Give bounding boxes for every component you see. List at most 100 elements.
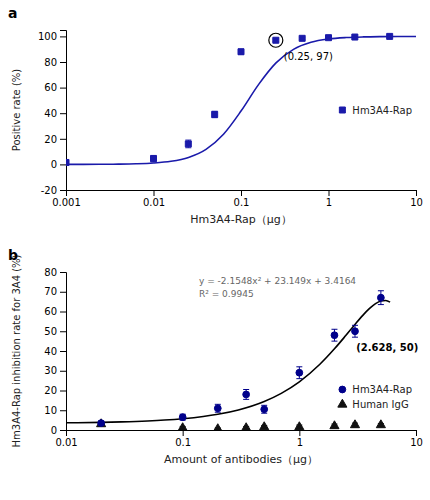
x-tick-label: 0.001 [52,197,81,208]
plot-area [66,291,390,430]
error-bar [378,291,384,305]
point [299,35,305,41]
y-axis: -20020406080100 [38,31,67,196]
error-bar [238,49,244,54]
point [97,419,106,427]
annotation-note: y = -2.1548x² + 23.149x + 3.4164 [199,276,356,286]
error-bar [261,405,267,413]
y-tick: 70 [44,286,66,297]
x-tick-mark [416,190,417,196]
y-tick-mark [60,430,66,431]
x-axis-line [67,191,417,197]
fit-line [66,301,390,423]
x-tick: 1 [297,430,303,448]
error-bar [151,155,157,161]
x-tick-label: 10 [410,197,423,208]
x-axis-line [67,431,417,437]
x-tick-label: 0.01 [55,437,77,448]
y-tick: 30 [44,365,66,376]
y-tick-label: 10 [44,405,57,416]
point [185,141,191,147]
y-tick-label: 100 [38,31,57,42]
y-tick-label: -20 [41,185,57,196]
legend-label: Human IgG [352,399,408,410]
x-tick: 1 [326,190,332,208]
annotations: (2.628, 50)y = -2.1548x² + 23.149x + 3.4… [199,276,418,353]
x-tick: 0.01 [143,190,165,208]
y-tick-label: 70 [44,286,57,297]
y-tick: 0 [51,425,66,436]
panel: 0.0010.010.1110-20020406080100Hm3A4-Rap（… [8,5,423,226]
x-tick-mark [299,430,300,436]
plot-area [66,33,416,165]
error-bar [185,140,191,148]
point [242,423,251,430]
point [352,328,359,335]
error-bar [243,390,249,400]
y-tick-label: 30 [44,365,57,376]
y-tick-mark [60,272,66,273]
y-tick: 60 [44,306,66,317]
y-tick-mark [60,331,66,332]
x-tick-label: 0.01 [143,197,165,208]
point [212,111,218,117]
y-tick-mark [60,113,66,114]
error-bar [331,329,337,341]
point [330,421,339,429]
y-tick: 10 [44,405,66,416]
point [261,406,268,413]
y-tick-label: 80 [44,57,57,68]
y-axis-title: Positive rate (%) [11,69,22,152]
y-tick: 20 [44,134,66,145]
series-points [98,291,385,427]
y-tick-label: 40 [44,346,57,357]
legend-item: Hm3A4-Rap [339,105,412,116]
point [326,35,332,41]
point [273,37,279,43]
y-tick: -20 [41,185,66,196]
y-tick: 80 [44,57,66,68]
y-tick: 80 [44,267,66,278]
y-axis-line [60,31,67,191]
x-tick-label: 1 [326,197,332,208]
x-tick-mark [154,190,155,196]
x-tick-label: 0.1 [175,437,191,448]
y-tick: 0 [51,159,66,170]
y-tick: 20 [44,385,66,396]
y-tick-mark [60,292,66,293]
y-tick-label: 80 [44,267,57,278]
y-tick: 40 [44,108,66,119]
point [98,420,105,427]
error-bar [296,367,302,379]
point [238,49,244,55]
point [178,423,187,430]
panel: 0.010.111001020304050607080Amount of ant… [8,247,423,466]
x-tick-mark [416,430,417,436]
y-tick: 100 [38,31,66,42]
annotation: (0.25, 97) [284,51,333,62]
error-bar [180,414,186,420]
legend-item: Human IgG [338,399,409,410]
point [213,424,222,430]
series-points [97,419,386,430]
x-tick: 0.01 [55,430,77,448]
x-axis: 0.001 0.01 0.1 1 10 [52,190,423,208]
x-tick: 10 [410,430,423,448]
x-tick: 0.1 [175,430,191,448]
y-tick-mark [60,88,66,89]
legend: Hm3A4-Rap Human IgG [338,384,412,410]
x-tick-label: 0.1 [234,197,250,208]
x-axis-title: Hm3A4-Rap（μg） [190,213,292,226]
legend-item: Hm3A4-Rap [339,384,412,395]
y-tick-label: 0 [51,159,57,170]
y-tick-mark [60,410,66,411]
x-tick-label: 10 [410,437,423,448]
y-tick-mark [60,371,66,372]
y-tick-label: 0 [51,425,57,436]
x-axis: 0.01 0.1 1 10 [55,430,423,448]
y-tick-label: 50 [44,326,57,337]
y-tick-mark [60,36,66,37]
annotation-circle [269,33,283,47]
error-bar [352,325,358,337]
fit-line [66,36,416,164]
